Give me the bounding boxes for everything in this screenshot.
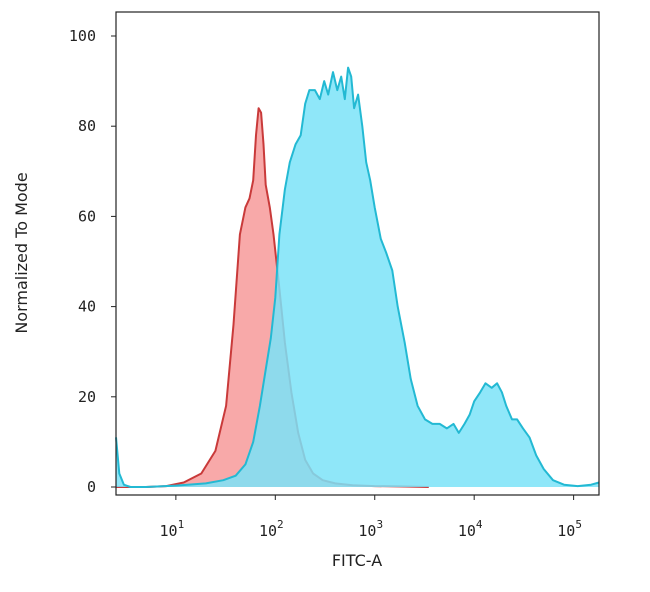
x-tick-label: 102	[259, 518, 284, 540]
histogram-fill-2	[116, 67, 599, 487]
x-tick-label: 103	[358, 518, 383, 540]
y-tick-label: 0	[87, 478, 96, 496]
x-tick-label: 104	[458, 518, 483, 540]
plot-frame	[115, 11, 600, 496]
y-tick-label: 60	[78, 207, 96, 225]
y-tick-label: 40	[78, 298, 96, 316]
series-layer	[115, 66, 600, 488]
y-tick-label: 20	[78, 388, 96, 406]
y-axis-title: Normalized To Mode	[12, 172, 31, 333]
tick-layer: 0 20 40 60 80 100 101 102 103 104 105	[69, 27, 582, 540]
x-tick-label: 101	[160, 518, 185, 540]
y-tick-label: 100	[69, 27, 96, 45]
x-tick-label: 105	[557, 518, 582, 540]
histogram-outline-2	[115, 66, 600, 488]
x-axis-title: FITC-A	[332, 551, 382, 570]
y-tick-label: 80	[78, 117, 96, 135]
histogram-fill-1	[116, 108, 429, 487]
